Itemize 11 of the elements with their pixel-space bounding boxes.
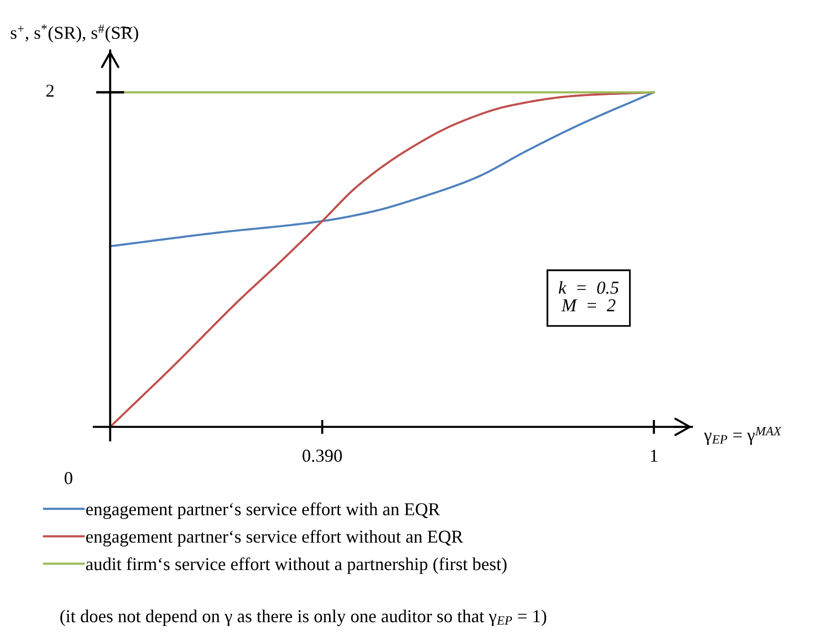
x-tick-label: 1 — [650, 450, 658, 462]
legend-label: audit firm‘s service effort without a partnership (first best) — [86, 557, 507, 574]
y-axis-title: s$^{+}$, s$^{*}$(SR), s$^{#}$(S͠R) — [10, 24, 138, 43]
legend-label: engagement partner‘s service effort without an EQR — [86, 530, 464, 546]
text: (it does not depend on γ as there is only one auditor so that γ$_{EP}$ = 1) — [60, 610, 546, 626]
text: 0 — [64, 472, 72, 484]
annotation: k = 0.5 M = 2 — [558, 281, 619, 312]
legend-label: engagement partner‘s service effort with an EQR — [86, 502, 440, 520]
text: 2 — [46, 84, 54, 97]
x-tick-label: 0.390 — [302, 450, 342, 462]
x-axis-title: γ$_{EP}$ = γ$^{MAX}$ — [704, 426, 782, 445]
